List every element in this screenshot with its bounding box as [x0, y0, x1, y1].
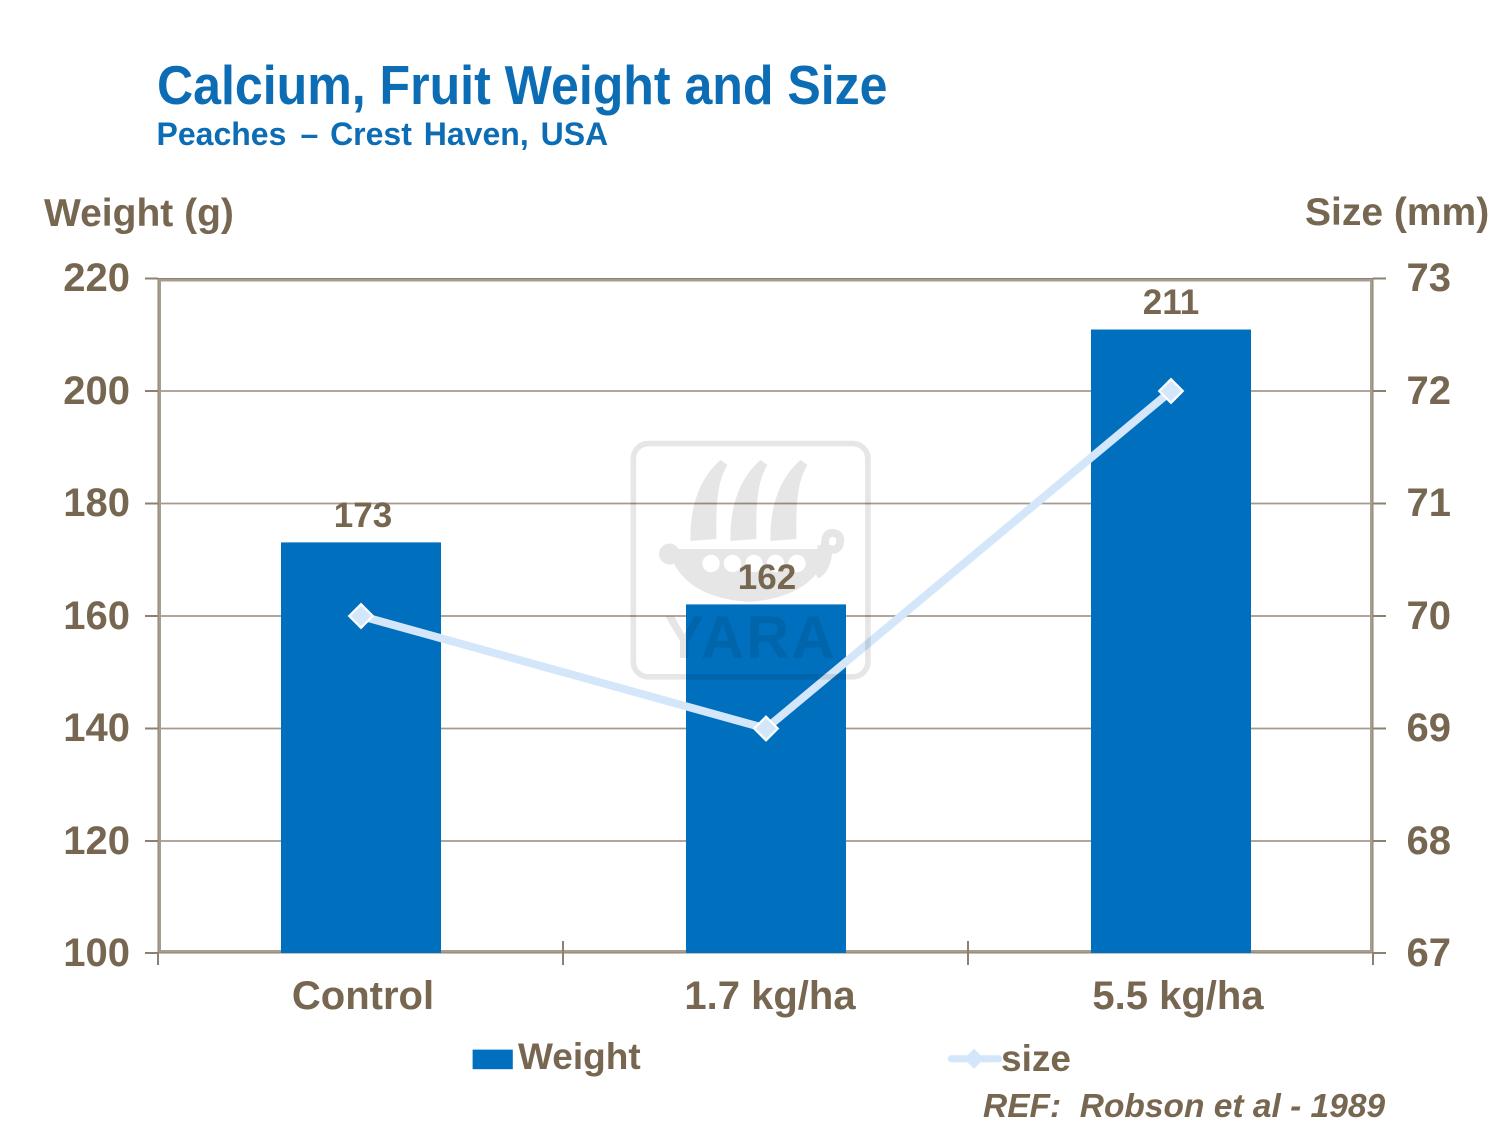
svg-text:YARA: YARA — [664, 604, 837, 671]
